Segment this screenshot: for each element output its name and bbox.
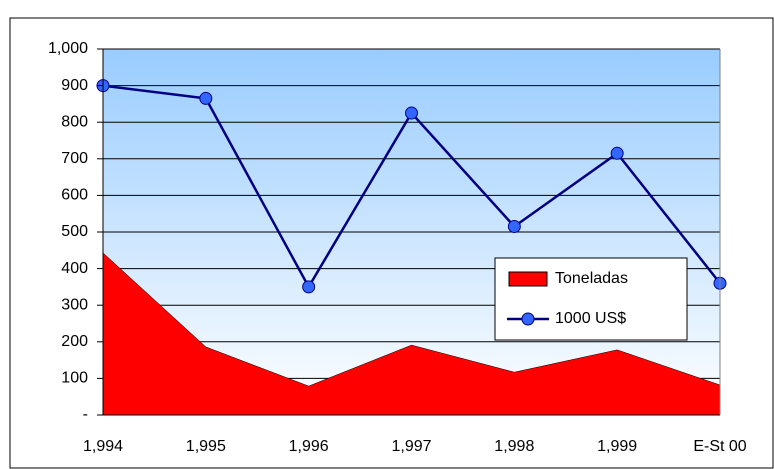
x-tick-label: 1,995 — [186, 438, 226, 455]
y-tick-label: 300 — [61, 296, 88, 313]
y-tick-label: 800 — [61, 113, 88, 130]
x-tick-label: E-St 00 — [693, 438, 746, 455]
y-tick-label: 1,000 — [48, 40, 88, 57]
y-tick-label: 200 — [61, 333, 88, 350]
x-tick-label: 1,999 — [597, 438, 637, 455]
x-tick-label: 1,996 — [289, 438, 329, 455]
point — [610, 146, 624, 160]
point — [405, 106, 418, 120]
y-tick-label: 400 — [61, 260, 88, 277]
x-tick-label: 1,994 — [83, 438, 123, 455]
x-tick-label: 1,998 — [494, 438, 534, 455]
y-tick-label: 100 — [61, 370, 88, 387]
y-tick-label: 600 — [61, 187, 88, 204]
legend: Toneladas 1000 US$ — [494, 257, 688, 341]
point — [507, 220, 521, 234]
point — [302, 280, 316, 294]
legend-label: Toneladas — [555, 270, 628, 287]
legend-marker — [521, 312, 535, 326]
y-tick-label: 500 — [61, 223, 88, 240]
y-tick-label: 900 — [61, 77, 88, 94]
legend-label: 1000 US$ — [555, 310, 626, 327]
axes: - 100 200 300 400 500 600 700 800 900 1,000 1,994 1,… — [48, 40, 747, 455]
legend-swatch — [508, 271, 548, 287]
y-tick-label: - — [83, 406, 88, 423]
y-tick-label: 700 — [61, 150, 88, 167]
x-tick-label: 1,997 — [391, 438, 431, 455]
point — [199, 91, 213, 105]
